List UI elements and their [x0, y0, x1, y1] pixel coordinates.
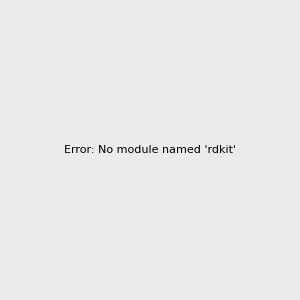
Text: Error: No module named 'rdkit': Error: No module named 'rdkit': [64, 145, 236, 155]
